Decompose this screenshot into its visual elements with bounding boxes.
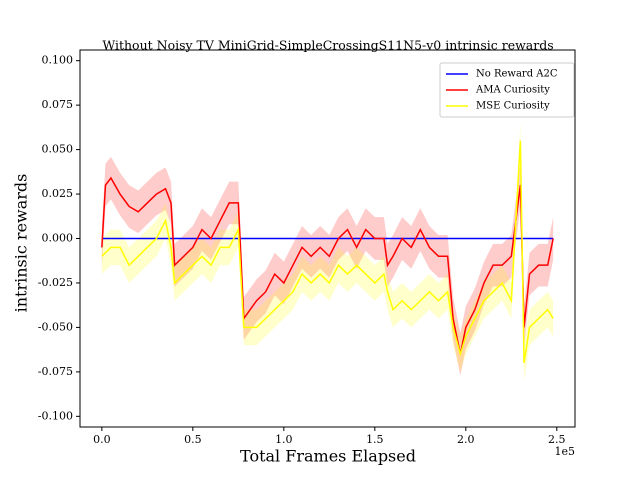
y-tick-label: 0.000: [42, 232, 74, 245]
x-tick-label: 0.5: [184, 433, 202, 446]
y-tick-label: 0.100: [42, 54, 74, 67]
series-line: [101, 176, 554, 355]
y-tick-label: -0.025: [38, 276, 73, 289]
x-axis-label: Total Frames Elapsed: [240, 447, 416, 466]
y-tick-label: -0.100: [38, 409, 73, 422]
chart-title: Without Noisy TV MiniGrid-SimpleCrossing…: [102, 38, 553, 53]
legend-box: [439, 62, 575, 118]
y-tick-label: 0.075: [42, 98, 74, 111]
x-offset-label: 1e5: [554, 445, 575, 458]
x-tick-label: 2.5: [548, 433, 566, 446]
legend-label: MSE Curiosity: [476, 101, 550, 112]
y-tick-label: 0.050: [42, 143, 74, 156]
series-line: [101, 140, 554, 364]
legend-label: AMA Curiosity: [475, 85, 550, 96]
y-tick-label: 0.025: [42, 187, 74, 200]
band: [101, 122, 554, 381]
band: [101, 156, 554, 376]
y-tick-label: -0.050: [38, 320, 73, 333]
x-tick-label: 0.0: [93, 433, 111, 446]
y-tick-label: -0.075: [38, 365, 73, 378]
x-tick-label: 1.5: [366, 433, 384, 446]
legend-label: No Reward A2C: [476, 69, 558, 80]
x-tick-label: 2.0: [457, 433, 475, 446]
y-axis-label: intrinsic rewards: [12, 174, 31, 313]
x-tick-label: 1.0: [275, 433, 293, 446]
plot-frame: [79, 49, 576, 428]
